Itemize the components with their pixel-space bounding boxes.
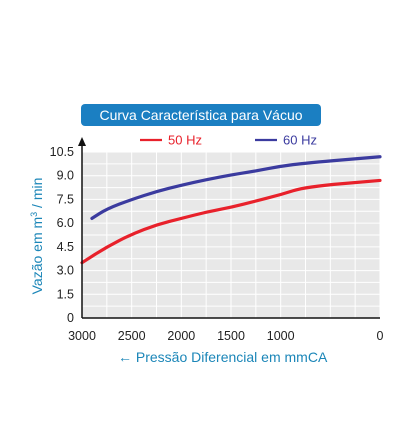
y-tick-label: 1.5 [57, 287, 74, 301]
legend: 50 Hz 60 Hz [140, 133, 317, 148]
y-tick-label: 9.0 [57, 169, 74, 183]
x-tick-label: 3000 [68, 329, 96, 343]
series-line-1 [90, 155, 382, 220]
x-axis-label: ← Pressão Diferencial em mmCA [118, 349, 328, 365]
y-tick-label: 7.5 [57, 192, 74, 206]
y-tick-label: 0 [67, 311, 74, 325]
x-tick-label: 2500 [118, 329, 146, 343]
y-tick-label: 4.5 [57, 240, 74, 254]
axes [78, 137, 380, 319]
x-tick-label: 1000 [267, 329, 295, 343]
chart-title: Curva Característica para Vácuo [81, 104, 321, 126]
legend-label-0: 50 Hz [168, 133, 202, 148]
y-axis-arrow [78, 137, 86, 146]
y-tick-label: 10.5 [50, 145, 74, 159]
series-layer [80, 155, 382, 265]
y-tick-label: 3.0 [57, 264, 74, 278]
series-line-0 [80, 178, 382, 265]
y-tick-label: 6.0 [57, 216, 74, 230]
y-axis-label: Vazão em m3 / min [29, 178, 45, 295]
x-tick-label: 0 [377, 329, 384, 343]
x-tick-label: 2000 [167, 329, 195, 343]
tick-labels: 0 1.5 3.0 4.5 6.0 7.5 9.0 10.5 3000 2500 2000 1500 1… [50, 145, 384, 343]
x-tick-label: 1500 [217, 329, 245, 343]
legend-label-1: 60 Hz [283, 133, 317, 148]
